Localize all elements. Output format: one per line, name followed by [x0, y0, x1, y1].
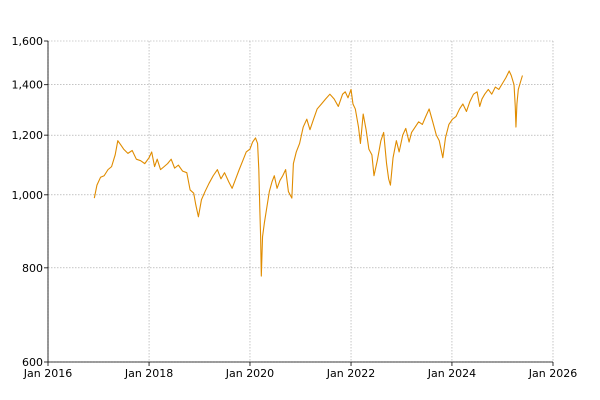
- axes: [44, 40, 554, 366]
- y-tick-labels: 600 800 1,000 1,200 1,400 1,600: [12, 35, 44, 369]
- y-tick-label: 1,000: [12, 189, 44, 202]
- y-tick-label: 1,200: [12, 129, 44, 142]
- x-tick-label: Jan 2020: [225, 367, 274, 380]
- x-tick-label: Jan 2024: [427, 367, 476, 380]
- y-tick-label: 1,600: [12, 35, 44, 48]
- series-line-0: [93, 70, 523, 277]
- x-tick-label: Jan 2016: [23, 367, 72, 380]
- x-tick-label: Jan 2022: [326, 367, 375, 380]
- y-tick-label: 1,400: [12, 79, 44, 92]
- x-tick-label: Jan 2018: [124, 367, 173, 380]
- x-tick-label: Jan 2026: [528, 367, 577, 380]
- y-tick-label: 600: [22, 356, 43, 369]
- y-tick-label: 800: [22, 262, 43, 275]
- x-tick-labels: Jan 2016 Jan 2018 Jan 2020 Jan 2022 Jan 2024…: [23, 367, 577, 380]
- series-layer: [93, 70, 523, 277]
